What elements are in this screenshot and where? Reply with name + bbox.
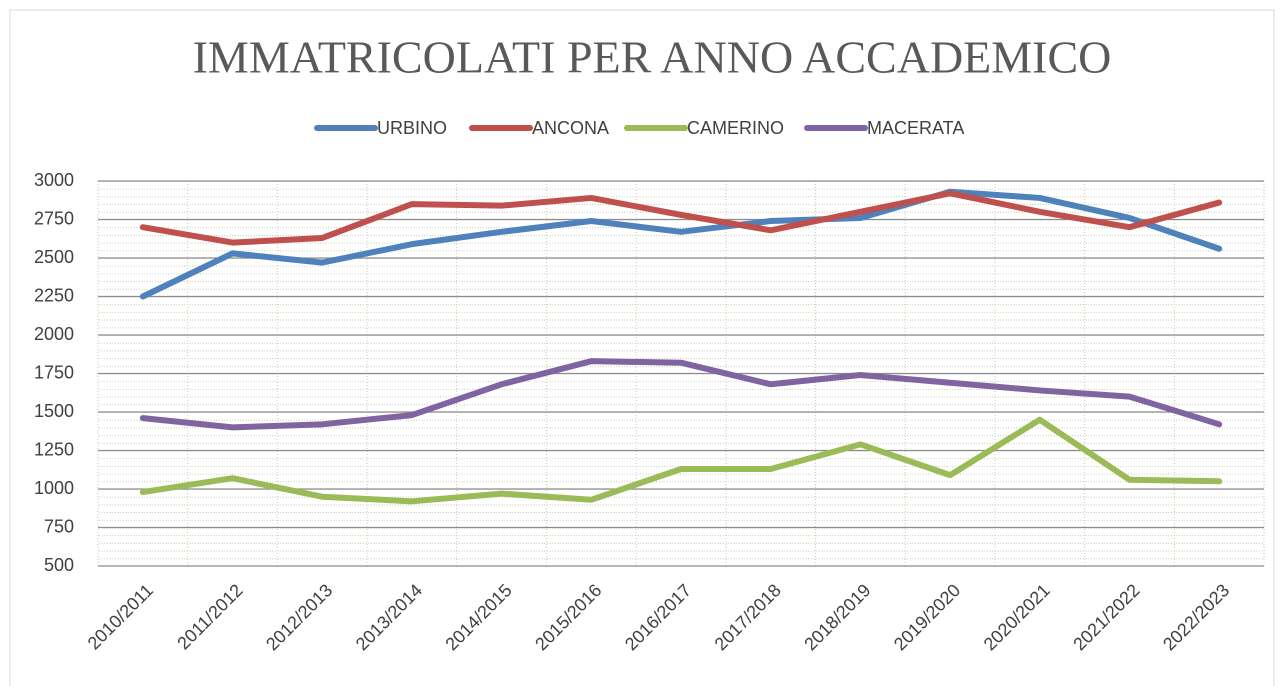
y-tick-label: 1250 [34, 439, 74, 459]
legend-label: ANCONA [532, 118, 609, 138]
y-tick-label: 750 [44, 516, 74, 536]
y-tick-label: 2500 [34, 247, 74, 267]
y-tick-label: 3000 [34, 170, 74, 190]
legend-label: URBINO [377, 118, 447, 138]
y-tick-label: 1500 [34, 401, 74, 421]
series-line [139, 358, 1223, 431]
legend-label: MACERATA [867, 118, 964, 138]
y-tick-label: 2750 [34, 208, 74, 228]
y-tick-label: 2000 [34, 324, 74, 344]
y-tick-label: 1750 [34, 362, 74, 382]
series-line [139, 190, 1223, 246]
y-tick-label: 500 [44, 555, 74, 575]
chart-title: IMMATRICOLATI PER ANNO ACCADEMICO [193, 32, 1112, 83]
legend-label: CAMERINO [687, 118, 784, 138]
y-tick-label: 2250 [34, 285, 74, 305]
y-tick-label: 1000 [34, 478, 74, 498]
series-line [139, 416, 1223, 505]
series-line [139, 188, 1223, 300]
